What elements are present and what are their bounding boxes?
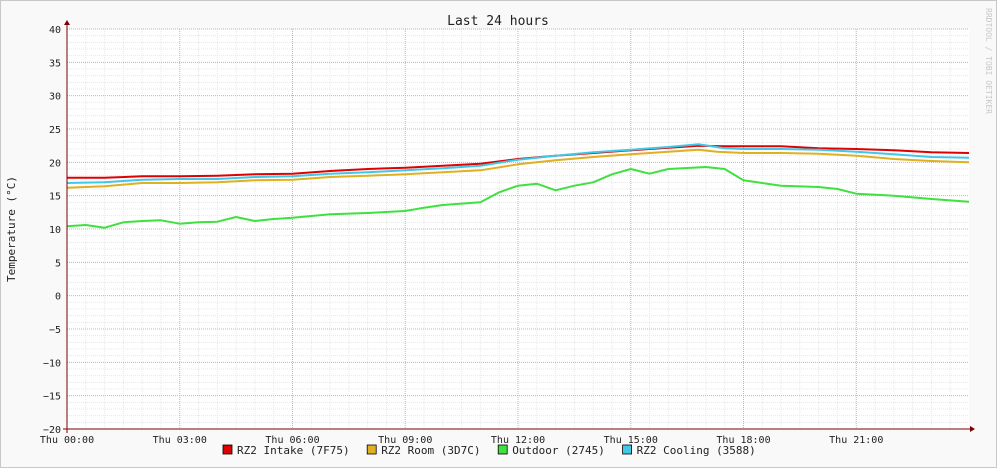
series-line-2 xyxy=(66,148,970,189)
y-tick-label: 20 xyxy=(49,158,61,169)
x-tick-label: Thu 21:00 xyxy=(829,435,883,446)
watermark: RRDTOOL / TOBI OETIKER xyxy=(984,8,993,114)
chart-title: Last 24 hours xyxy=(447,14,549,29)
y-tick-label: −15 xyxy=(43,392,61,403)
y-tick-label: 25 xyxy=(49,125,61,136)
y-tick-label: 5 xyxy=(55,258,61,269)
y-tick-label: 35 xyxy=(49,58,61,69)
y-tick-label: −10 xyxy=(43,358,61,369)
legend-swatch-3 xyxy=(497,444,508,455)
x-tick-label: Thu 18:00 xyxy=(716,435,770,446)
x-tick-label: Thu 15:00 xyxy=(604,435,658,446)
y-tick-label: −20 xyxy=(43,425,61,436)
series-line-4 xyxy=(66,143,970,184)
x-tick-label: Thu 00:00 xyxy=(40,435,94,446)
x-tick-label: Thu 09:00 xyxy=(378,435,432,446)
legend-label-1: RZ2 Intake (7F75) xyxy=(237,444,350,457)
y-tick-label: 0 xyxy=(55,292,61,303)
y-tick-label: 30 xyxy=(49,92,61,103)
x-tick-label: Thu 06:00 xyxy=(265,435,319,446)
y-tick-label: 40 xyxy=(49,25,61,36)
y-tick-label: 15 xyxy=(49,192,61,203)
legend-label-3: Outdoor (2745) xyxy=(512,444,605,457)
legend-swatch-4 xyxy=(622,444,632,455)
y-tick-label: −5 xyxy=(49,325,61,336)
legend-swatch-1 xyxy=(222,444,233,455)
x-tick-label: Thu 03:00 xyxy=(153,435,207,446)
legend-label-2: RZ2 Room (3D7C) xyxy=(381,444,480,457)
series-line-3 xyxy=(66,166,970,229)
legend-swatch-2 xyxy=(366,444,377,455)
y-axis-arrow xyxy=(64,20,70,25)
y-axis-label: Temperature (°C) xyxy=(5,176,18,282)
x-tick-label: Thu 12:00 xyxy=(491,435,545,446)
legend-label-4: RZ2 Cooling (3588) xyxy=(637,444,756,457)
x-axis-arrow xyxy=(970,426,975,432)
y-tick-label: 10 xyxy=(49,225,61,236)
